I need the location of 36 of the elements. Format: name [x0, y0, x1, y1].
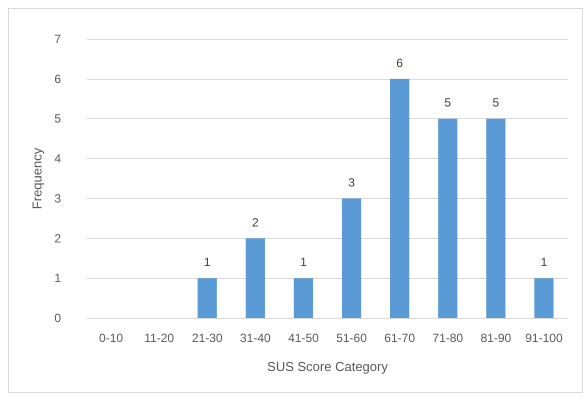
y-tick-label: 6: [54, 72, 62, 86]
y-tick-label: 0: [54, 311, 62, 325]
x-tick-label: 91-100: [525, 331, 563, 345]
y-tick-label: 3: [54, 191, 62, 206]
bar: [342, 198, 362, 318]
x-tick-label: 61-70: [384, 331, 416, 345]
data-label: 6: [396, 56, 404, 70]
x-axis-title: SUS Score Category: [267, 359, 388, 374]
bar: [246, 238, 265, 318]
data-label: 1: [540, 255, 548, 270]
bar: [294, 278, 314, 318]
y-tick-label: 1: [54, 271, 62, 286]
bar: [486, 118, 506, 318]
x-tick-label: 41-50: [288, 331, 320, 345]
x-tick-label: 31-40: [240, 331, 272, 345]
bar: [198, 278, 217, 318]
x-tick-label: 71-80: [432, 331, 464, 345]
data-label: 5: [444, 96, 452, 110]
x-tick-label: 21-30: [192, 331, 223, 345]
x-tick-label: 81-90: [480, 331, 512, 345]
x-tick-label: 51-60: [336, 331, 368, 345]
y-tick-label: 5: [54, 112, 62, 126]
data-label: 3: [348, 175, 356, 190]
y-tick-label: 7: [54, 32, 62, 46]
bar: [534, 278, 554, 318]
bar: [438, 118, 458, 318]
x-tick-label: 0-10: [99, 331, 124, 345]
y-axis-title: Frequency: [29, 147, 44, 210]
data-label: 5: [492, 96, 500, 110]
bar: [390, 78, 410, 318]
data-label: 2: [252, 215, 260, 230]
data-label: 1: [300, 255, 308, 270]
y-tick-label: 2: [54, 231, 62, 246]
data-label: 1: [204, 255, 211, 270]
x-tick-label: 11-20: [144, 331, 174, 345]
y-tick-label: 4: [54, 152, 62, 166]
